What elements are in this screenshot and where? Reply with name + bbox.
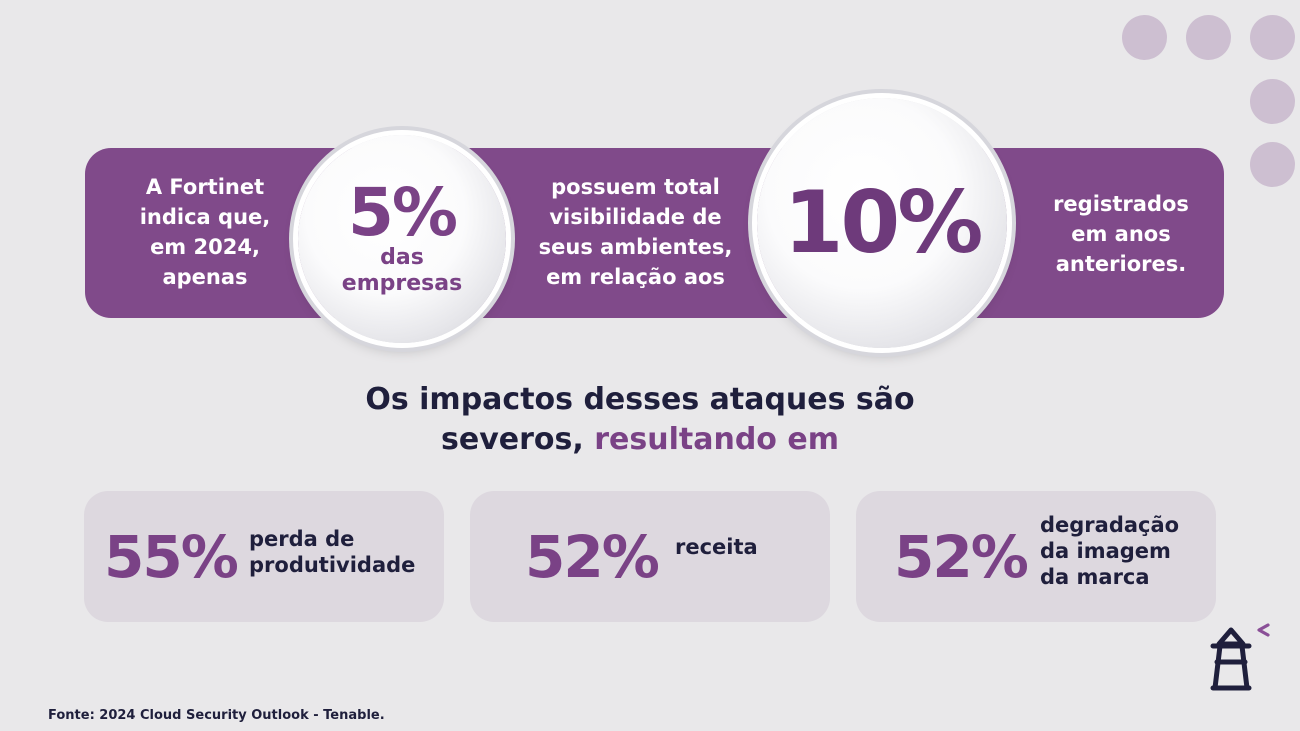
stat-card: 52% receita xyxy=(470,491,830,622)
stat-card-label: perda de produtividade xyxy=(249,526,416,577)
circle-stat-value: 10% xyxy=(783,173,984,273)
stat-card-value: 52% xyxy=(525,522,660,591)
decorative-dot xyxy=(1250,79,1295,124)
banner-intro-text: A Fortinet indica que, em 2024, apenas xyxy=(139,175,271,289)
stat-card-label: receita xyxy=(675,534,758,559)
headline-text: Os impactos desses ataques são severos, xyxy=(365,382,915,457)
circle-stat-value: 5% xyxy=(347,174,458,251)
banner-middle-text: possuem total visibilidade de seus ambie… xyxy=(538,175,733,289)
decorative-dot xyxy=(1250,142,1295,187)
stat-card-label: degradação da imagem da marca xyxy=(1040,512,1180,589)
stat-card-value: 52% xyxy=(894,522,1029,591)
circle-stat-10-percent: 10% xyxy=(757,98,1007,348)
banner-outro-text: registrados em anos anteriores. xyxy=(1053,192,1189,276)
decorative-dot xyxy=(1186,15,1231,60)
section-headline: Os impactos desses ataques são severos, … xyxy=(340,380,940,460)
decorative-dot xyxy=(1122,15,1167,60)
stat-card: 52% degradação da imagem da marca xyxy=(856,491,1216,622)
lighthouse-icon xyxy=(1210,623,1270,691)
circle-stat-label: das empresas xyxy=(341,245,463,296)
stat-card-value: 55% xyxy=(104,522,239,591)
decorative-dot xyxy=(1250,15,1295,60)
stat-card: 55% perda de produtividade xyxy=(84,491,444,622)
headline-accent-text: resultando em xyxy=(594,422,839,457)
circle-stat-5-percent: 5% das empresas xyxy=(298,135,506,343)
stat-banner xyxy=(85,148,1224,318)
source-citation: Fonte: 2024 Cloud Security Outlook - Ten… xyxy=(48,708,385,723)
